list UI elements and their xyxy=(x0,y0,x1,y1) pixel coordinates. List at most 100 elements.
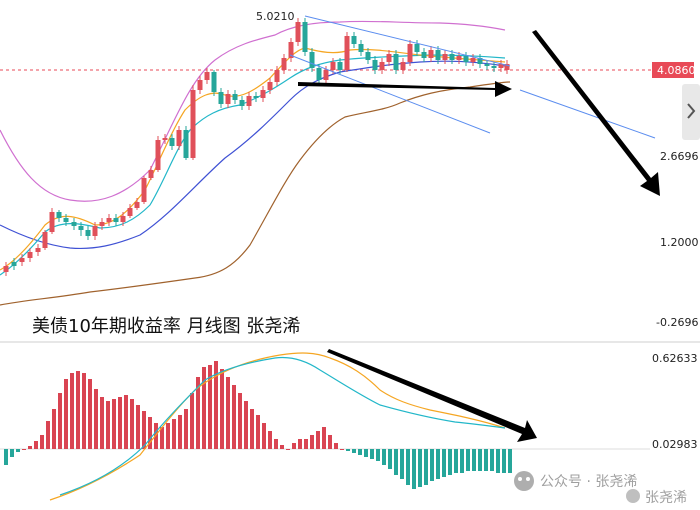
macd-bar xyxy=(466,449,470,471)
candlestick xyxy=(148,166,154,180)
macd-bar xyxy=(406,449,410,485)
candlestick xyxy=(281,54,287,74)
down-arrow xyxy=(532,30,660,196)
macd-bar xyxy=(364,449,368,457)
candlestick xyxy=(351,32,357,48)
y-tick-label: 2.6696 xyxy=(660,150,699,163)
macd-bar xyxy=(508,449,512,473)
candlestick xyxy=(344,32,350,72)
candlestick xyxy=(85,226,91,240)
candlestick xyxy=(232,90,238,104)
macd-bar xyxy=(256,415,260,449)
candlestick xyxy=(63,214,69,226)
macd-bar xyxy=(442,449,446,477)
macd-bar xyxy=(178,415,182,449)
lower-trendline xyxy=(289,54,491,134)
candlestick xyxy=(246,92,252,110)
candlestick xyxy=(35,244,41,256)
y-tick-label: -0.2696 xyxy=(656,316,698,329)
candlestick xyxy=(400,58,406,74)
macd-bar xyxy=(388,449,392,469)
macd-bar xyxy=(64,379,68,449)
candlestick xyxy=(316,64,322,84)
watermark: 公众号 · 张尧浠 张尧浠 xyxy=(514,471,687,506)
candlestick xyxy=(3,262,9,276)
candlestick xyxy=(288,38,294,62)
macd-bar xyxy=(70,373,74,449)
candlestick xyxy=(442,50,448,64)
chart-title: 美债10年期收益率 月线图 张尧浠 xyxy=(32,316,300,337)
macd-bar xyxy=(382,449,386,465)
wechat-icon xyxy=(514,471,534,491)
macd-bar xyxy=(304,439,308,449)
side-expand-button[interactable] xyxy=(682,84,700,140)
candlestick xyxy=(106,214,112,226)
macd-bar xyxy=(262,423,266,449)
macd-bar xyxy=(322,427,326,449)
candlestick xyxy=(11,258,17,270)
candlestick xyxy=(204,68,210,84)
macd-bar xyxy=(118,397,122,449)
current-price-badge xyxy=(652,62,694,78)
macd-bar xyxy=(190,393,194,449)
macd-bar xyxy=(424,449,428,485)
macd-bar xyxy=(172,419,176,449)
macd-bar xyxy=(286,449,290,450)
macd-bar xyxy=(340,449,344,450)
macd-bar xyxy=(250,409,254,449)
macd-bar xyxy=(226,377,230,449)
macd-bar xyxy=(430,449,434,481)
macd-bar xyxy=(22,449,26,450)
macd-bar xyxy=(52,409,56,449)
macd-bar xyxy=(142,411,146,449)
macd-bar xyxy=(292,443,296,449)
extended-trendline xyxy=(519,89,656,139)
candlestick xyxy=(211,70,217,96)
macd-bar xyxy=(268,431,272,449)
candlestick xyxy=(477,54,483,68)
macd-bar xyxy=(448,449,452,475)
macd-bar xyxy=(334,443,338,449)
candlestick xyxy=(99,218,105,230)
macd-bar xyxy=(76,371,80,449)
watermark-badge: 张尧浠 xyxy=(645,490,687,506)
macd-dea-line xyxy=(49,352,506,501)
price-panel: 5.0210 4.0860 2.6696 1.2000 -0.2696 美债10… xyxy=(0,10,700,337)
current-price-label: 4.0860 xyxy=(657,64,696,77)
macd-bar xyxy=(148,417,152,449)
candlestick xyxy=(239,96,245,110)
candlestick xyxy=(414,40,420,56)
macd-bar xyxy=(28,446,32,449)
candlestick xyxy=(421,48,427,62)
macd-bar xyxy=(436,449,440,479)
macd-bar xyxy=(328,435,332,449)
candlestick xyxy=(372,56,378,74)
macd-bar xyxy=(310,435,314,449)
candlestick xyxy=(162,134,168,144)
y-tick-label: 0.62633 xyxy=(652,352,698,365)
candlestick xyxy=(225,90,231,108)
macd-bar xyxy=(184,409,188,449)
candlestick xyxy=(49,208,55,234)
candlestick xyxy=(42,230,48,250)
macd-bar xyxy=(274,439,278,449)
macd-bar xyxy=(502,449,506,473)
ma-slow xyxy=(0,60,506,250)
macd-bar xyxy=(88,379,92,449)
macd-bar xyxy=(280,445,284,449)
macd-bar xyxy=(40,435,44,449)
upper-trendline xyxy=(304,15,511,67)
candlestick xyxy=(169,134,175,150)
candlestick xyxy=(190,85,196,160)
macd-bar xyxy=(136,405,140,449)
candlestick xyxy=(113,214,119,226)
macd-bar xyxy=(4,449,8,465)
candlestick xyxy=(134,198,140,210)
candlestick xyxy=(358,40,364,56)
macd-bar xyxy=(394,449,398,475)
candlestick xyxy=(302,18,308,56)
macd-bar xyxy=(16,449,20,452)
macd-bar xyxy=(58,393,62,449)
candlestick xyxy=(309,48,315,72)
macd-bar xyxy=(400,449,404,479)
